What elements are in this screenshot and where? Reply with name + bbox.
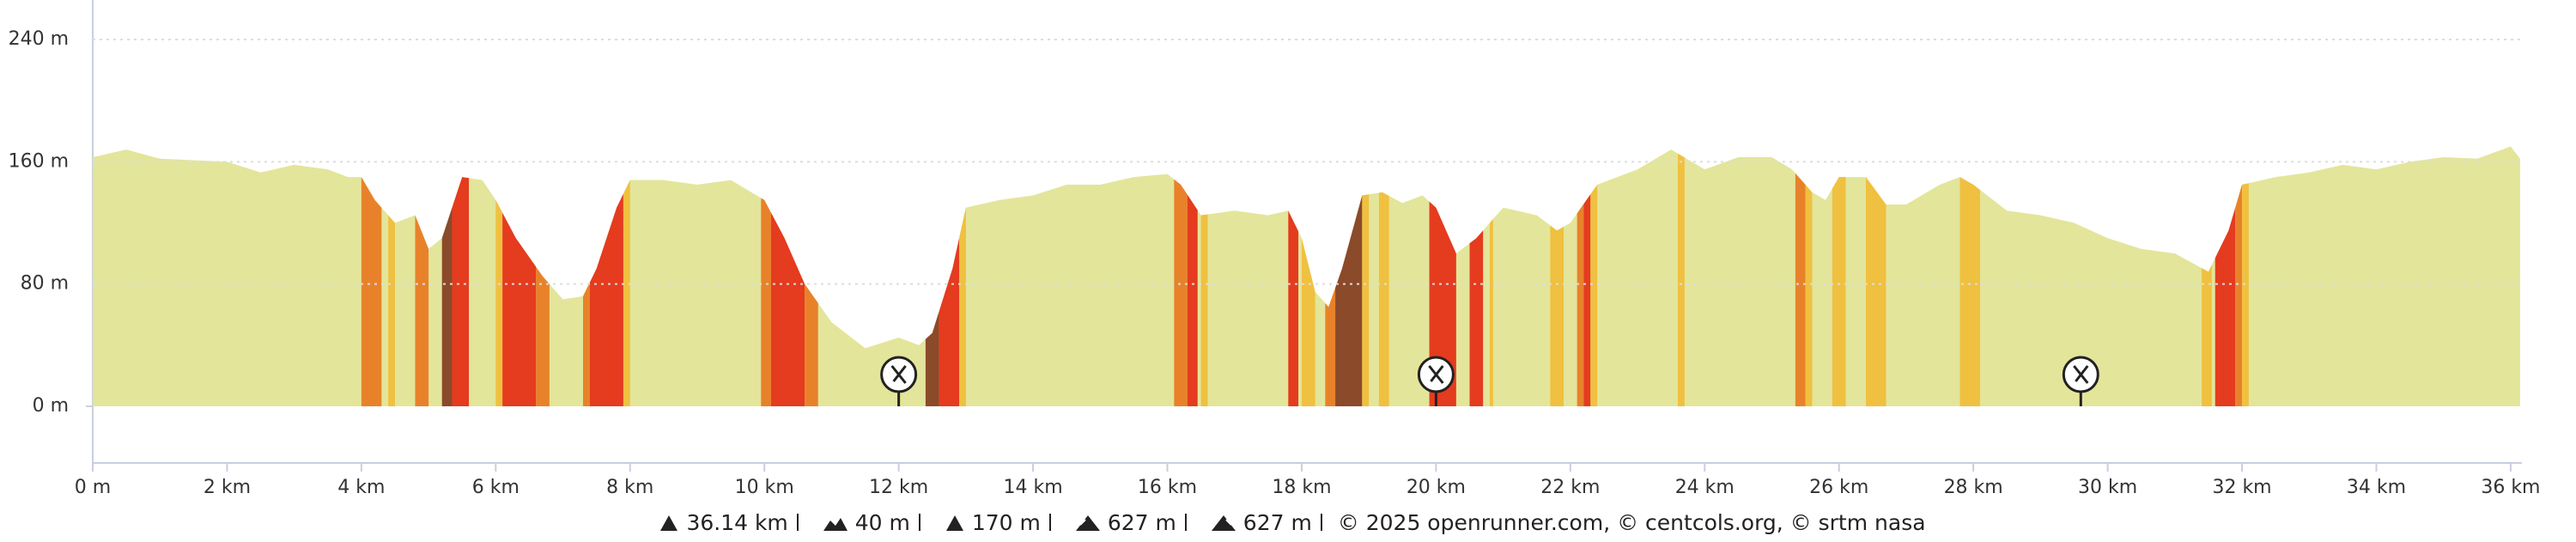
y-tick-label: 0 m — [33, 395, 69, 417]
slope-band — [2215, 146, 2236, 406]
credits: © 2025 openrunner.com, © centcols.org, ©… — [1337, 509, 1926, 535]
slope-band — [1200, 146, 1208, 406]
slope-band — [1805, 146, 1813, 406]
x-tick-label: 4 km — [337, 477, 385, 498]
distance: 36.14 km — [686, 509, 788, 535]
slope-band — [388, 146, 395, 406]
x-tick-label: 34 km — [2347, 477, 2406, 498]
slope-band — [623, 146, 630, 406]
slope-band — [1489, 146, 1493, 406]
x-tick-label: 2 km — [204, 477, 251, 498]
slope-band — [1590, 146, 1598, 406]
y-tick-label: 160 m — [9, 150, 69, 172]
min-altitude: 40 m — [854, 509, 910, 535]
slope-band — [452, 146, 470, 406]
slope-band — [415, 146, 429, 406]
slope-band — [1832, 146, 1846, 406]
slope-band — [805, 146, 818, 406]
slope-band — [2235, 146, 2243, 406]
x-tick-label: 12 km — [869, 477, 928, 498]
marker-icon — [890, 365, 907, 384]
chart: 0 m 80 m 160 m 240 m 0 m 2 km 4 km 6 km 8 km 10 k… — [9, 0, 2541, 498]
x-tick-label: 30 km — [2078, 477, 2137, 498]
slope-band — [1550, 146, 1564, 406]
x-tick-label: 0 m — [75, 477, 111, 498]
slope-band — [2242, 146, 2249, 406]
slope-band — [1429, 146, 1456, 406]
ascent: 627 m — [1107, 509, 1176, 535]
y-tick-label: 240 m — [9, 28, 69, 50]
separator — [1048, 514, 1051, 531]
x-tick-label: 36 km — [2481, 477, 2540, 498]
slope-band — [1583, 146, 1591, 406]
slope-band — [1866, 146, 1886, 406]
footer: 36.14 km 40 m 170 m 627 m 627 m © 2025 o… — [0, 509, 2576, 535]
slope-band — [959, 146, 966, 406]
x-tick-label: 26 km — [1809, 477, 1868, 498]
marker-icon — [1428, 365, 1444, 384]
marker-icon — [2073, 365, 2089, 384]
slope-band — [589, 146, 623, 406]
slope-band — [2202, 146, 2212, 406]
y-tick-label: 80 m — [21, 273, 69, 295]
x-tick-label: 6 km — [472, 477, 519, 498]
min-alt-icon — [823, 518, 848, 531]
slope-band — [361, 146, 382, 406]
separator — [796, 514, 799, 531]
slope-band — [495, 146, 503, 406]
slope-band — [1378, 146, 1389, 406]
slope-band — [502, 146, 537, 406]
x-tick-label: 24 km — [1675, 477, 1735, 498]
max-alt-icon — [945, 515, 963, 531]
x-tick-label: 16 km — [1138, 477, 1197, 498]
slope-band — [1325, 146, 1336, 406]
slope-band — [1335, 146, 1363, 406]
slope-band — [441, 146, 453, 406]
distance-icon — [660, 515, 678, 531]
separator — [1320, 514, 1322, 531]
x-tick-label: 8 km — [606, 477, 653, 498]
slope-band — [1959, 146, 1980, 406]
slope-band — [1301, 146, 1315, 406]
x-tick-label: 14 km — [1003, 477, 1062, 498]
descent-icon — [1211, 515, 1236, 531]
slope-band — [1677, 146, 1685, 406]
x-tick-label: 20 km — [1406, 477, 1466, 498]
x-tick-label: 32 km — [2212, 477, 2271, 498]
slope-band — [771, 146, 805, 406]
ascent-icon — [1075, 515, 1100, 531]
x-tick-label: 28 km — [1944, 477, 2003, 498]
descent: 627 m — [1242, 509, 1312, 535]
separator — [1184, 514, 1187, 531]
slope-band — [1187, 146, 1198, 406]
slope-band — [1362, 146, 1370, 406]
slope-band — [925, 146, 939, 406]
slope-band — [1469, 146, 1484, 406]
slope-band — [1795, 146, 1806, 406]
slope-band — [1288, 146, 1299, 406]
separator — [918, 514, 920, 531]
slope-band — [536, 146, 550, 406]
x-tick-label: 10 km — [735, 477, 794, 498]
slope-band — [1577, 146, 1584, 406]
x-tick-label: 18 km — [1272, 477, 1331, 498]
slope-band — [1174, 146, 1188, 406]
slope-band — [583, 146, 590, 406]
slope-band — [761, 146, 772, 406]
x-tick-label: 22 km — [1540, 477, 1600, 498]
slope-band — [939, 146, 960, 406]
max-altitude: 170 m — [971, 509, 1041, 535]
